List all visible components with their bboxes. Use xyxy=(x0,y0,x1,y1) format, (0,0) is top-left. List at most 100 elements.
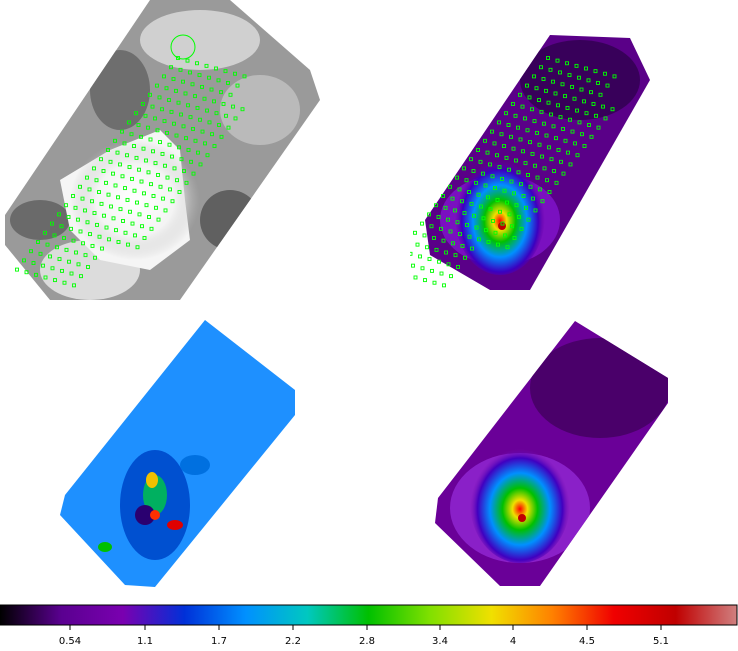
source-marker xyxy=(427,257,432,262)
source-marker xyxy=(108,159,113,164)
source-marker xyxy=(137,167,141,172)
source-marker xyxy=(519,182,523,187)
source-marker xyxy=(493,230,498,235)
source-marker xyxy=(500,221,505,226)
source-marker xyxy=(177,190,182,194)
source-marker xyxy=(443,205,448,210)
source-marker xyxy=(413,275,418,280)
source-marker xyxy=(484,228,488,233)
source-marker xyxy=(67,259,71,264)
source-marker xyxy=(219,134,224,139)
source-marker xyxy=(99,157,103,162)
source-marker xyxy=(526,172,530,177)
source-marker xyxy=(231,104,235,109)
source-marker xyxy=(434,203,438,208)
source-marker xyxy=(546,56,550,60)
source-marker xyxy=(535,130,539,135)
source-marker xyxy=(195,105,200,110)
source-marker xyxy=(552,169,556,173)
source-marker xyxy=(589,90,593,95)
source-marker xyxy=(148,92,152,97)
source-marker xyxy=(200,84,204,89)
colorbar-ticks: 0.54 1.1 1.7 2.2 2.8 3.4 4 4.5 5.1 xyxy=(59,625,669,647)
source-marker xyxy=(561,171,566,176)
source-marker xyxy=(458,232,462,237)
source-marker xyxy=(200,129,205,134)
source-marker xyxy=(36,240,40,244)
source-marker xyxy=(188,70,192,75)
source-marker xyxy=(92,211,97,216)
source-marker xyxy=(139,134,143,139)
source-marker xyxy=(568,162,573,167)
source-marker xyxy=(126,242,130,247)
source-marker xyxy=(586,78,591,83)
source-marker xyxy=(558,70,562,75)
source-marker xyxy=(50,221,54,226)
source-marker xyxy=(118,162,122,167)
source-marker xyxy=(233,71,237,76)
source-marker xyxy=(74,250,78,255)
source-marker xyxy=(540,154,544,159)
source-marker xyxy=(483,183,488,188)
source-marker xyxy=(549,157,554,162)
source-marker xyxy=(139,179,144,184)
source-marker xyxy=(520,104,525,109)
source-marker xyxy=(432,280,437,285)
source-marker xyxy=(169,65,173,70)
source-marker xyxy=(111,216,116,221)
source-marker xyxy=(224,113,228,118)
source-marker xyxy=(163,163,167,168)
source-marker xyxy=(212,144,217,148)
source-marker xyxy=(456,265,460,269)
source-marker xyxy=(532,74,536,79)
source-marker xyxy=(147,215,151,219)
source-marker xyxy=(161,196,165,201)
source-marker xyxy=(122,141,127,146)
source-marker xyxy=(566,150,570,155)
source-marker xyxy=(240,107,245,112)
source-marker xyxy=(204,63,209,68)
source-marker xyxy=(113,138,117,143)
source-marker xyxy=(135,200,139,205)
source-marker xyxy=(62,280,67,285)
source-marker xyxy=(217,123,221,127)
source-marker xyxy=(163,208,168,213)
source-marker xyxy=(99,201,104,206)
source-marker xyxy=(102,213,106,218)
source-marker xyxy=(479,204,483,209)
source-marker xyxy=(146,125,150,130)
source-marker xyxy=(523,116,527,121)
source-marker xyxy=(142,191,146,196)
source-marker xyxy=(574,63,579,68)
source-marker xyxy=(556,103,560,108)
source-marker xyxy=(233,116,238,121)
source-marker xyxy=(490,174,495,179)
source-marker xyxy=(455,175,459,180)
source-marker xyxy=(156,172,160,177)
source-marker xyxy=(87,187,92,192)
source-marker xyxy=(88,232,92,237)
source-marker xyxy=(48,254,52,259)
source-marker xyxy=(71,238,76,243)
source-marker xyxy=(226,125,231,130)
source-marker xyxy=(469,157,473,162)
source-marker xyxy=(556,148,561,152)
source-marker xyxy=(52,233,57,238)
source-marker xyxy=(202,96,207,101)
colorbar-tick-label: 1.1 xyxy=(137,636,153,647)
source-marker xyxy=(589,134,594,139)
source-marker xyxy=(490,129,494,134)
source-marker xyxy=(476,192,481,197)
source-marker xyxy=(29,249,33,254)
source-marker xyxy=(170,154,174,159)
source-marker xyxy=(164,86,169,91)
source-marker xyxy=(448,229,453,234)
source-marker xyxy=(517,215,521,219)
source-marker xyxy=(486,195,490,200)
source-marker xyxy=(165,130,169,135)
source-marker xyxy=(31,261,36,265)
source-marker xyxy=(500,176,504,181)
source-marker xyxy=(610,107,615,112)
source-marker xyxy=(120,129,124,134)
source-marker xyxy=(172,166,177,171)
